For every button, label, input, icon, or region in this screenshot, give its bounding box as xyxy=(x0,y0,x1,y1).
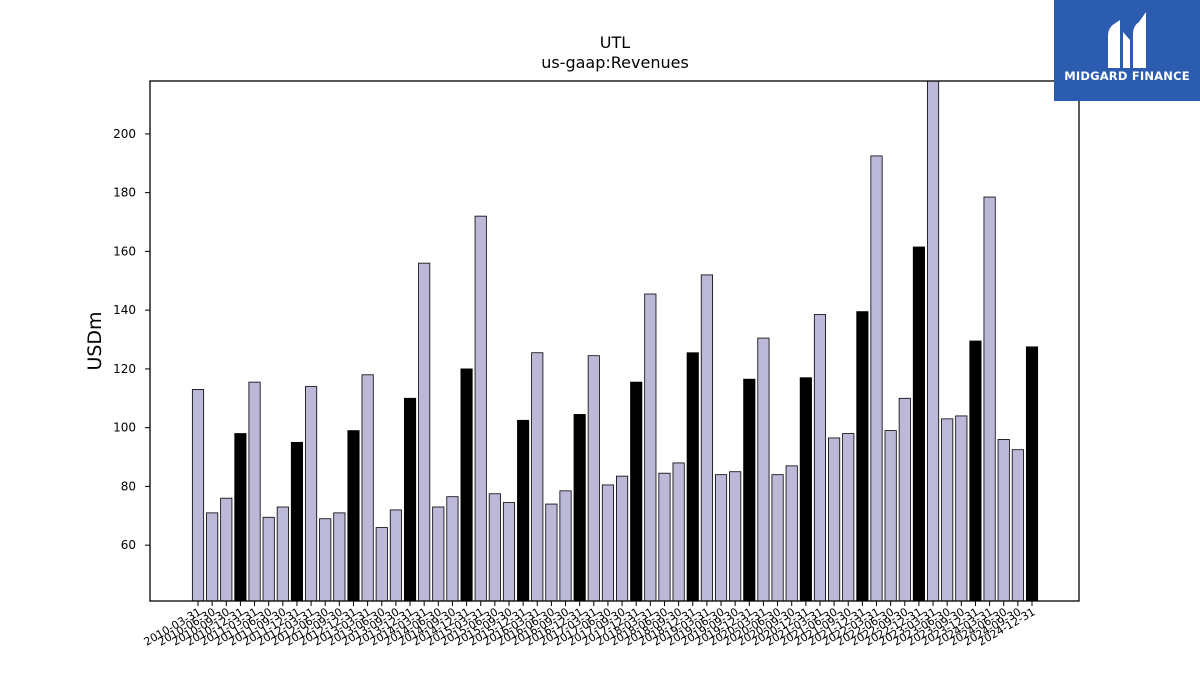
bar-2024-12-31 xyxy=(1025,346,1039,602)
bar-2010-06-30 xyxy=(206,512,219,602)
bar-2019-06-30 xyxy=(714,474,728,602)
bar-2015-03-31 xyxy=(474,215,487,602)
bar-2014-12-31 xyxy=(460,368,473,602)
bar-2023-09-30 xyxy=(955,415,968,602)
bar-2012-09-30 xyxy=(333,512,346,602)
bar-2013-09-30 xyxy=(389,509,402,602)
bar-2017-12-31 xyxy=(630,381,643,602)
bar-2018-03-31 xyxy=(644,293,657,602)
bar-2022-09-30 xyxy=(898,397,911,602)
bar-2024-06-30 xyxy=(997,439,1010,602)
y-axis-label: USDm xyxy=(84,311,106,370)
bar-2021-09-30 xyxy=(842,433,855,602)
bar-2022-06-30 xyxy=(884,430,897,602)
bar-2017-09-30 xyxy=(616,475,629,602)
bar-2014-03-31 xyxy=(418,262,431,602)
y-tick-label: 200 xyxy=(113,127,136,141)
y-tick-label: 120 xyxy=(113,362,136,376)
chart-title: UTL xyxy=(600,33,630,52)
brand-logo: MIDGARD FINANCE xyxy=(1054,0,1200,101)
bar-2023-12-31 xyxy=(969,340,982,602)
bar-2023-03-31 xyxy=(927,80,940,602)
bar-2020-03-31 xyxy=(757,337,770,602)
bar-2020-06-30 xyxy=(771,474,784,602)
y-tick-label: 100 xyxy=(113,421,136,435)
bar-2018-09-30 xyxy=(672,462,685,602)
bar-2018-12-31 xyxy=(686,352,699,602)
y-tick-label: 80 xyxy=(121,479,136,493)
bar-2021-06-30 xyxy=(828,437,841,602)
bar-2013-12-31 xyxy=(403,397,417,602)
bar-2017-06-30 xyxy=(601,484,614,602)
bar-2013-06-30 xyxy=(375,527,388,602)
y-tick-label: 140 xyxy=(113,303,136,317)
plot-frame xyxy=(149,80,1080,602)
bar-2015-06-30 xyxy=(488,493,501,602)
bar-2011-03-31 xyxy=(248,381,261,602)
bar-2011-09-30 xyxy=(276,506,289,602)
bar-2013-03-31 xyxy=(361,374,374,602)
y-tick-label: 60 xyxy=(121,538,136,552)
bar-2016-03-31 xyxy=(531,352,544,602)
bar-2015-12-31 xyxy=(517,419,530,602)
bar-2014-06-30 xyxy=(432,506,445,602)
y-tick-label: 180 xyxy=(113,186,136,200)
bar-2021-12-31 xyxy=(856,311,869,602)
y-tick-label: 160 xyxy=(113,244,136,258)
bars-group xyxy=(191,80,1039,602)
bar-2023-06-30 xyxy=(941,418,954,602)
bar-2019-12-31 xyxy=(743,378,756,602)
bar-2024-03-31 xyxy=(983,196,996,602)
y-axis-ticks: 60 80 100 120 140 160 180 200 xyxy=(113,127,150,552)
bar-2024-09-30 xyxy=(1011,449,1024,602)
brand-name: MIDGARD FINANCE xyxy=(1064,69,1190,83)
bar-2012-06-30 xyxy=(319,518,332,602)
bar-2010-12-31 xyxy=(234,433,247,602)
bar-2011-12-31 xyxy=(290,441,304,602)
bar-2016-12-31 xyxy=(573,414,586,602)
bar-2019-03-31 xyxy=(700,274,713,602)
midgard-logo-icon xyxy=(1108,12,1146,68)
bar-2019-09-30 xyxy=(729,471,742,602)
bar-2016-09-30 xyxy=(559,490,572,602)
bar-2010-09-30 xyxy=(220,497,233,602)
bar-2021-03-31 xyxy=(813,314,827,602)
bar-2018-06-30 xyxy=(658,472,671,602)
bar-2012-03-31 xyxy=(305,386,318,602)
bar-2015-09-30 xyxy=(502,502,516,602)
bar-2022-12-31 xyxy=(912,246,925,602)
bar-2011-06-30 xyxy=(262,516,275,602)
bar-2020-12-31 xyxy=(799,377,812,602)
bar-2016-06-30 xyxy=(545,503,558,602)
bar-2020-09-30 xyxy=(785,465,798,602)
chart-subtitle: us-gaap:Revenues xyxy=(541,53,689,72)
bar-2010-03-31 xyxy=(191,389,205,602)
bar-2022-03-31 xyxy=(870,155,883,602)
bar-2017-03-31 xyxy=(587,355,600,602)
x-axis-ticks: 2010-03-312010-06-302010-09-302010-12-31… xyxy=(142,601,1038,649)
bar-2014-09-30 xyxy=(446,496,459,602)
bar-2012-12-31 xyxy=(347,430,360,602)
